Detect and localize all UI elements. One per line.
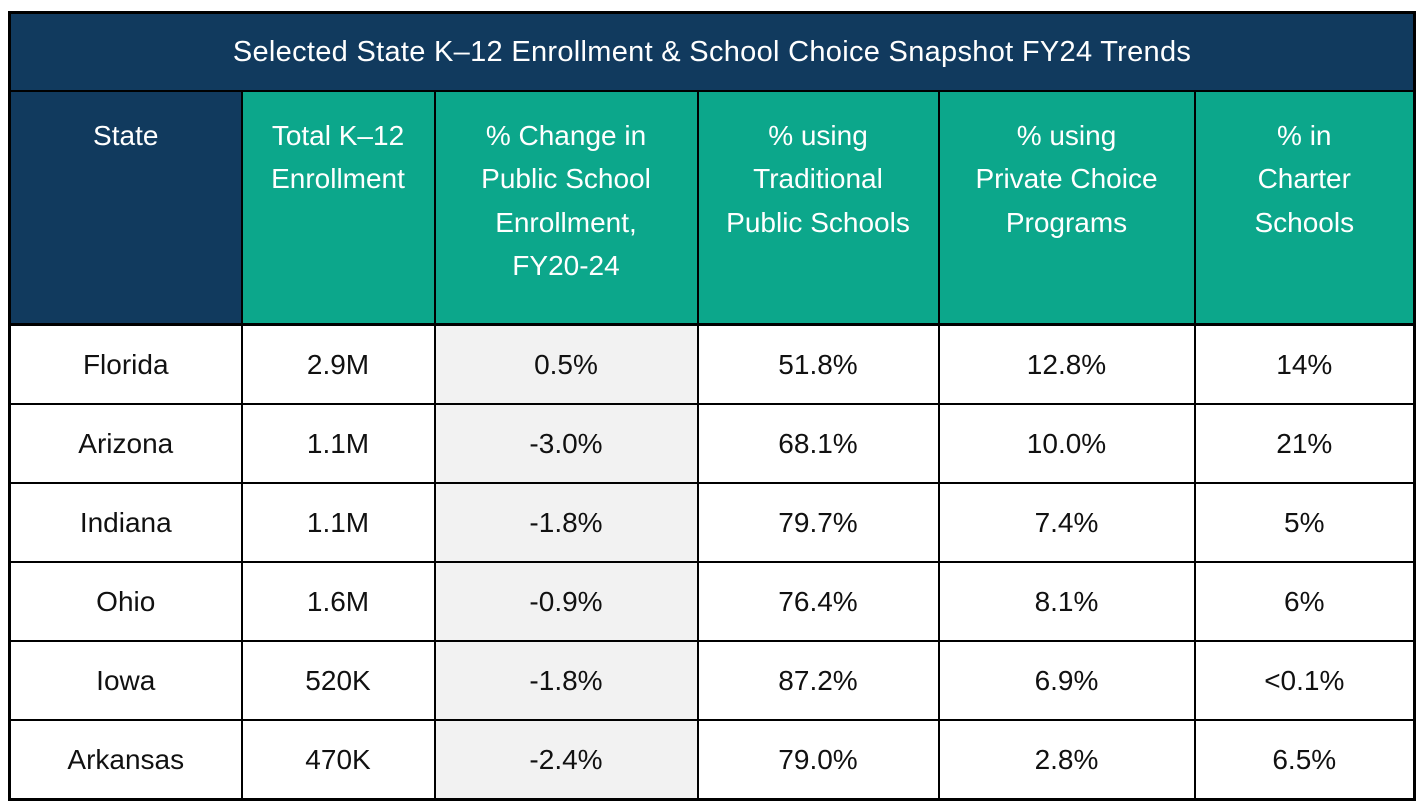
charter-cell: 5% bbox=[1193, 482, 1416, 563]
title-row: Selected State K–12 Enrollment & School … bbox=[8, 11, 1416, 92]
traditional-cell: 76.4% bbox=[696, 561, 940, 642]
table-row-arizona: Arizona 1.1M -3.0% 68.1% 10.0% 21% bbox=[8, 403, 1416, 484]
private-choice-cell: 10.0% bbox=[937, 403, 1196, 484]
change-cell: -1.8% bbox=[433, 482, 699, 563]
column-header-state: State bbox=[8, 90, 243, 326]
traditional-cell: 68.1% bbox=[696, 403, 940, 484]
change-cell: 0.5% bbox=[433, 323, 699, 405]
table-row-iowa: Iowa 520K -1.8% 87.2% 6.9% <0.1% bbox=[8, 640, 1416, 721]
enrollment-cell: 1.6M bbox=[240, 561, 436, 642]
column-header-private-choice: % using Private Choice Programs bbox=[937, 90, 1196, 326]
table-row-florida: Florida 2.9M 0.5% 51.8% 12.8% 14% bbox=[8, 323, 1416, 405]
table-row-indiana: Indiana 1.1M -1.8% 79.7% 7.4% 5% bbox=[8, 482, 1416, 563]
charter-cell: 6% bbox=[1193, 561, 1416, 642]
state-cell: Arizona bbox=[8, 403, 243, 484]
private-choice-cell: 6.9% bbox=[937, 640, 1196, 721]
column-header-pct-change: % Change in Public School Enrollment, FY… bbox=[433, 90, 699, 326]
enrollment-cell: 520K bbox=[240, 640, 436, 721]
change-cell: -0.9% bbox=[433, 561, 699, 642]
charter-cell: <0.1% bbox=[1193, 640, 1416, 721]
state-cell: Indiana bbox=[8, 482, 243, 563]
traditional-cell: 79.7% bbox=[696, 482, 940, 563]
state-cell: Iowa bbox=[8, 640, 243, 721]
enrollment-cell: 1.1M bbox=[240, 482, 436, 563]
column-header-traditional-public: % using Traditional Public Schools bbox=[696, 90, 940, 326]
charter-cell: 6.5% bbox=[1193, 719, 1416, 801]
charter-cell: 14% bbox=[1193, 323, 1416, 405]
change-cell: -2.4% bbox=[433, 719, 699, 801]
table-row-arkansas: Arkansas 470K -2.4% 79.0% 2.8% 6.5% bbox=[8, 719, 1416, 801]
state-cell: Ohio bbox=[8, 561, 243, 642]
private-choice-cell: 12.8% bbox=[937, 323, 1196, 405]
traditional-cell: 51.8% bbox=[696, 323, 940, 405]
enrollment-table: Selected State K–12 Enrollment & School … bbox=[8, 11, 1417, 801]
enrollment-cell: 1.1M bbox=[240, 403, 436, 484]
private-choice-cell: 2.8% bbox=[937, 719, 1196, 801]
state-cell: Florida bbox=[8, 323, 243, 405]
state-cell: Arkansas bbox=[8, 719, 243, 801]
change-cell: -3.0% bbox=[433, 403, 699, 484]
private-choice-cell: 7.4% bbox=[937, 482, 1196, 563]
enrollment-cell: 470K bbox=[240, 719, 436, 801]
traditional-cell: 79.0% bbox=[696, 719, 940, 801]
private-choice-cell: 8.1% bbox=[937, 561, 1196, 642]
charter-cell: 21% bbox=[1193, 403, 1416, 484]
traditional-cell: 87.2% bbox=[696, 640, 940, 721]
column-header-total-enrollment: Total K–12 Enrollment bbox=[240, 90, 436, 326]
change-cell: -1.8% bbox=[433, 640, 699, 721]
table-row-ohio: Ohio 1.6M -0.9% 76.4% 8.1% 6% bbox=[8, 561, 1416, 642]
table-title: Selected State K–12 Enrollment & School … bbox=[8, 11, 1416, 92]
enrollment-cell: 2.9M bbox=[240, 323, 436, 405]
header-row: State Total K–12 Enrollment % Change in … bbox=[8, 90, 1416, 326]
column-header-charter: % in Charter Schools bbox=[1193, 90, 1416, 326]
